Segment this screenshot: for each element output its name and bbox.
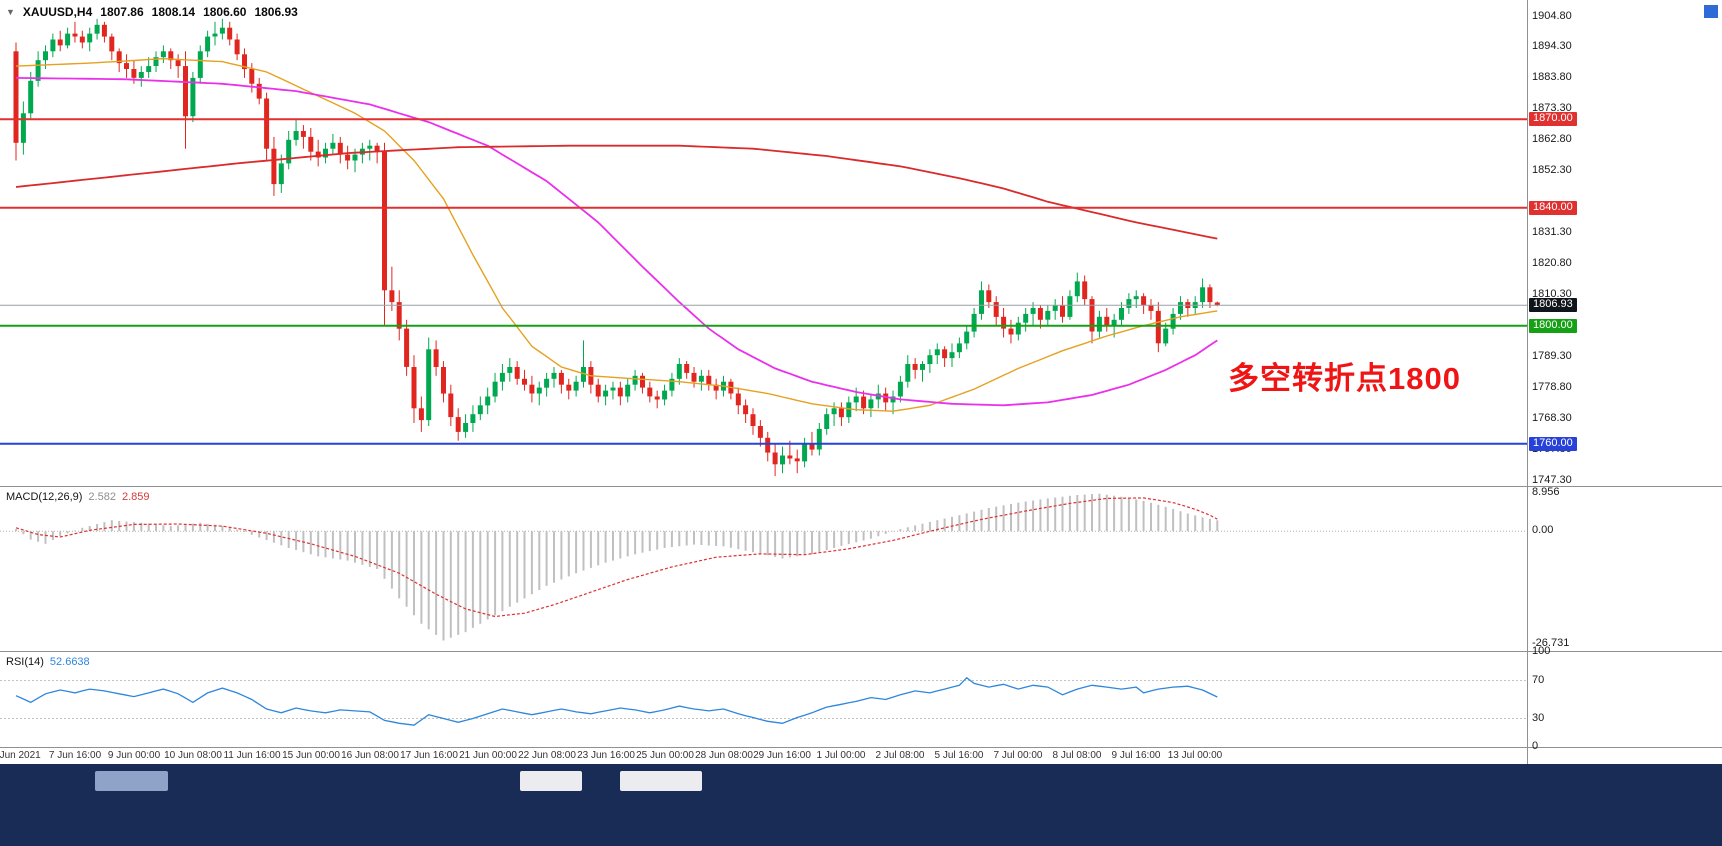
chart-annotation-text[interactable]: 多空转折点1800 [1228, 361, 1461, 396]
time-axis-label: 28 Jun 08:00 [695, 750, 753, 761]
footer-bar [0, 764, 1722, 846]
macd-axis-label: 8.956 [1532, 486, 1560, 498]
macd-signal-value: 2.859 [121, 491, 150, 503]
axis-scale-label: 1904.80 [1532, 10, 1572, 22]
panel-separator[interactable] [0, 651, 1722, 652]
rsi-indicator-label: RSI(14) 52.6638 [6, 656, 90, 668]
symbol-ohlc-line: ▼ XAUUSD,H4 1807.86 1808.14 1806.60 1806… [6, 5, 298, 19]
axis-scale-label: 1862.80 [1532, 133, 1572, 145]
time-axis-label: 10 Jun 08:00 [164, 750, 222, 761]
price-axis-border [1527, 0, 1528, 764]
hline-axis-label: 1760.00 [1529, 437, 1577, 451]
time-axis-label: 11 Jun 16:00 [223, 750, 281, 761]
time-axis-label: 15 Jun 00:00 [282, 750, 340, 761]
time-axis-label: 23 Jun 16:00 [577, 750, 635, 761]
footer-block [620, 771, 702, 791]
axis-scale-label: 1789.30 [1532, 350, 1572, 362]
one-click-trading-collapse-icon[interactable]: ▼ [6, 7, 15, 17]
time-axis-label: 9 Jun 00:00 [107, 750, 161, 761]
macd-signal-line [15, 497, 1218, 618]
time-axis-label: 17 Jun 16:00 [400, 750, 458, 761]
time-axis-label: 7 Jun 16:00 [48, 750, 102, 761]
time-axis-label: 7 Jul 00:00 [993, 750, 1043, 761]
low-value: 1806.60 [203, 5, 247, 19]
time-axis-label: 5 Jul 16:00 [934, 750, 984, 761]
panel-separator[interactable] [0, 486, 1722, 487]
time-axis-label: 22 Jun 08:00 [518, 750, 576, 761]
axis-scale-label: 1810.30 [1532, 288, 1572, 300]
macd-main-value: 2.582 [88, 491, 116, 503]
rsi-line [15, 676, 1218, 726]
time-axis-label: 16 Jun 08:00 [341, 750, 399, 761]
time-axis-label: 8 Jul 08:00 [1052, 750, 1102, 761]
axis-scale-label: 1873.30 [1532, 102, 1572, 114]
footer-block [95, 771, 168, 791]
candlestick-canvas[interactable] [0, 0, 1527, 486]
hline-axis-label: 1800.00 [1529, 319, 1577, 333]
axis-scale-label: 1820.80 [1532, 257, 1572, 269]
axis-scale-label: 1852.30 [1532, 164, 1572, 176]
ma-mid-magenta[interactable] [15, 77, 1218, 407]
macd-axis-label: -26.731 [1532, 637, 1570, 649]
rsi-axis-label: 70 [1532, 674, 1545, 686]
time-axis-label: 13 Jul 00:00 [1167, 750, 1223, 761]
price-axis[interactable]: 1904.80 1894.30 1883.80 1873.30 1862.80 1852.… [1529, 0, 1721, 764]
time-axis-label: 2 Jul 08:00 [875, 750, 925, 761]
time-axis-label: 4 Jun 2021 [0, 750, 41, 761]
panel-separator[interactable] [0, 747, 1722, 748]
bid-axis-label: 1806.93 [1529, 298, 1577, 312]
axis-scale-label: 1894.30 [1532, 40, 1572, 52]
ma-slow-red[interactable] [15, 144, 1218, 240]
macd-canvas[interactable] [0, 487, 1527, 651]
axis-scale-label: 1747.30 [1532, 474, 1572, 486]
hline-axis-label: 1840.00 [1529, 201, 1577, 215]
rsi-axis-label: 0 [1532, 740, 1539, 752]
macd-indicator-label: MACD(12,26,9) 2.582 2.859 [6, 491, 150, 503]
axis-scale-label: 1831.30 [1532, 226, 1572, 238]
main-price-chart[interactable]: ▼ XAUUSD,H4 1807.86 1808.14 1806.60 1806… [0, 0, 1527, 486]
ma-fast-orange[interactable] [15, 57, 1218, 412]
rsi-canvas[interactable] [0, 652, 1527, 747]
candlestick-series [13, 18, 1220, 477]
macd-axis-label: 0.00 [1532, 524, 1554, 536]
macd-histogram [15, 493, 1219, 641]
open-value: 1807.86 [100, 5, 144, 19]
rsi-axis-label: 30 [1532, 712, 1545, 724]
top-right-marker [1704, 5, 1718, 18]
time-axis-label: 1 Jul 00:00 [816, 750, 866, 761]
time-axis-label: 25 Jun 00:00 [636, 750, 694, 761]
close-value: 1806.93 [254, 5, 298, 19]
footer-block [520, 771, 582, 791]
time-axis-label: 21 Jun 00:00 [459, 750, 517, 761]
axis-scale-label: 1883.80 [1532, 71, 1572, 83]
rsi-axis-label: 100 [1532, 645, 1551, 657]
time-axis-label: 29 Jun 16:00 [753, 750, 811, 761]
high-value: 1808.14 [151, 5, 196, 19]
symbol-period-label: XAUUSD,H4 [22, 5, 93, 19]
axis-scale-label: 1768.30 [1532, 412, 1572, 424]
time-axis-label: 9 Jul 16:00 [1111, 750, 1161, 761]
rsi-indicator-panel[interactable] [0, 652, 1527, 747]
hline-axis-label: 1870.00 [1529, 112, 1577, 126]
rsi-value: 52.6638 [49, 656, 90, 668]
macd-indicator-panel[interactable] [0, 487, 1527, 651]
axis-scale-label: 1778.80 [1532, 381, 1572, 393]
